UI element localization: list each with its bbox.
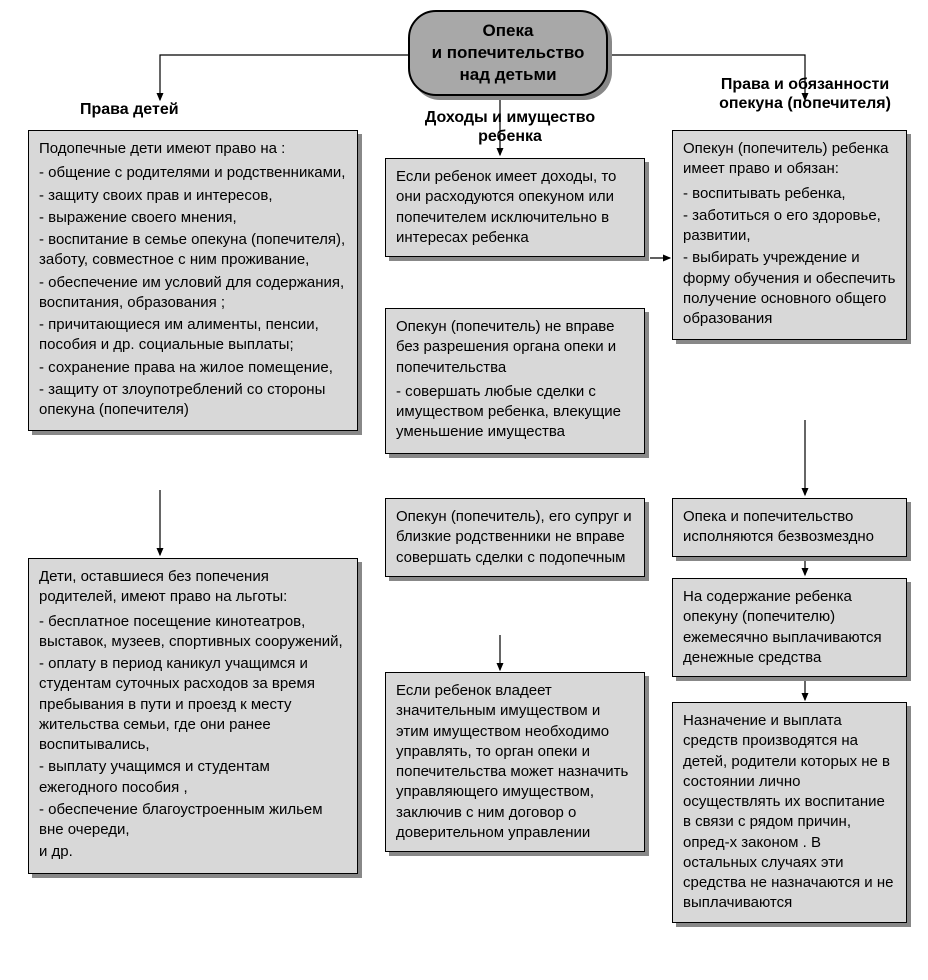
list-item: - защиту своих прав и интересов,	[39, 186, 347, 206]
left-box2-items: - бесплатное посещение кинотеатров, выст…	[39, 612, 347, 863]
mid-box4: Если ребенок владеет значительным имущес…	[385, 672, 645, 852]
list-item: - выплату учащимся и студентам ежегодног…	[39, 757, 347, 798]
list-item: - совершать любые сделки с имуществом ре…	[396, 382, 634, 443]
right-box1-items: - воспитывать ребенка,- заботиться о его…	[683, 184, 896, 330]
list-item: и др.	[39, 842, 347, 862]
list-item: - защиту от злоупотреблений со стороны о…	[39, 380, 347, 421]
mid-box2: Опекун (попечитель) не вправе без разреш…	[385, 308, 645, 454]
left-box1-lead: Подопечные дети имеют право на :	[39, 139, 347, 159]
left-box1: Подопечные дети имеют право на : - общен…	[28, 130, 358, 431]
left-box2: Дети, оставшиеся без попечения родителей…	[28, 558, 358, 874]
title-line3: над детьми	[428, 64, 588, 86]
right-box4: Назначение и выплата средств производятс…	[672, 702, 907, 923]
mid-box3: Опекун (попечитель), его супруг и близки…	[385, 498, 645, 577]
list-item: - воспитывать ребенка,	[683, 184, 896, 204]
mid-box2-lead: Опекун (попечитель) не вправе без разреш…	[396, 317, 634, 378]
list-item: - сохранение права на жилое помещение,	[39, 358, 347, 378]
left-box1-items: - общение с родителями и родственниками,…	[39, 163, 347, 420]
list-item: - общение с родителями и родственниками,	[39, 163, 347, 183]
diagram-canvas: Опека и попечительство над детьми Права …	[0, 0, 928, 980]
title-line1: Опека	[428, 20, 588, 42]
list-item: - оплату в период каникул учащимся и сту…	[39, 654, 347, 755]
right-box2: Опека и попечительство исполняются безво…	[672, 498, 907, 557]
right-box1-lead: Опекун (попечитель) ребенка имеет право …	[683, 139, 896, 180]
list-item: - бесплатное посещение кинотеатров, выст…	[39, 612, 347, 653]
label-right: Права и обязанности опекуна (попечителя)	[700, 75, 910, 113]
label-mid: Доходы и имущество ребенка	[395, 108, 625, 146]
list-item: - причитающиеся им алименты, пенсии, пос…	[39, 315, 347, 356]
list-item: - заботиться о его здоровье, развитии,	[683, 206, 896, 247]
list-item: - обеспечение им условий для содержания,…	[39, 273, 347, 314]
mid-box1: Если ребенок имеет доходы, то они расход…	[385, 158, 645, 257]
list-item: - выражение своего мнения,	[39, 208, 347, 228]
list-item: - воспитание в семье опекуна (попечителя…	[39, 230, 347, 271]
right-box1: Опекун (попечитель) ребенка имеет право …	[672, 130, 907, 340]
list-item: - обеспечение благоустроенным жильем вне…	[39, 800, 347, 841]
right-box3: На содержание ребенка опекуну (попечител…	[672, 578, 907, 677]
title-line2: и попечительство	[428, 42, 588, 64]
title-node: Опека и попечительство над детьми	[408, 10, 608, 96]
list-item: - выбирать учреждение и форму обучения и…	[683, 248, 896, 329]
left-box2-lead: Дети, оставшиеся без попечения родителей…	[39, 567, 347, 608]
label-left: Права детей	[80, 100, 240, 119]
mid-box2-items: - совершать любые сделки с имуществом ре…	[396, 382, 634, 443]
